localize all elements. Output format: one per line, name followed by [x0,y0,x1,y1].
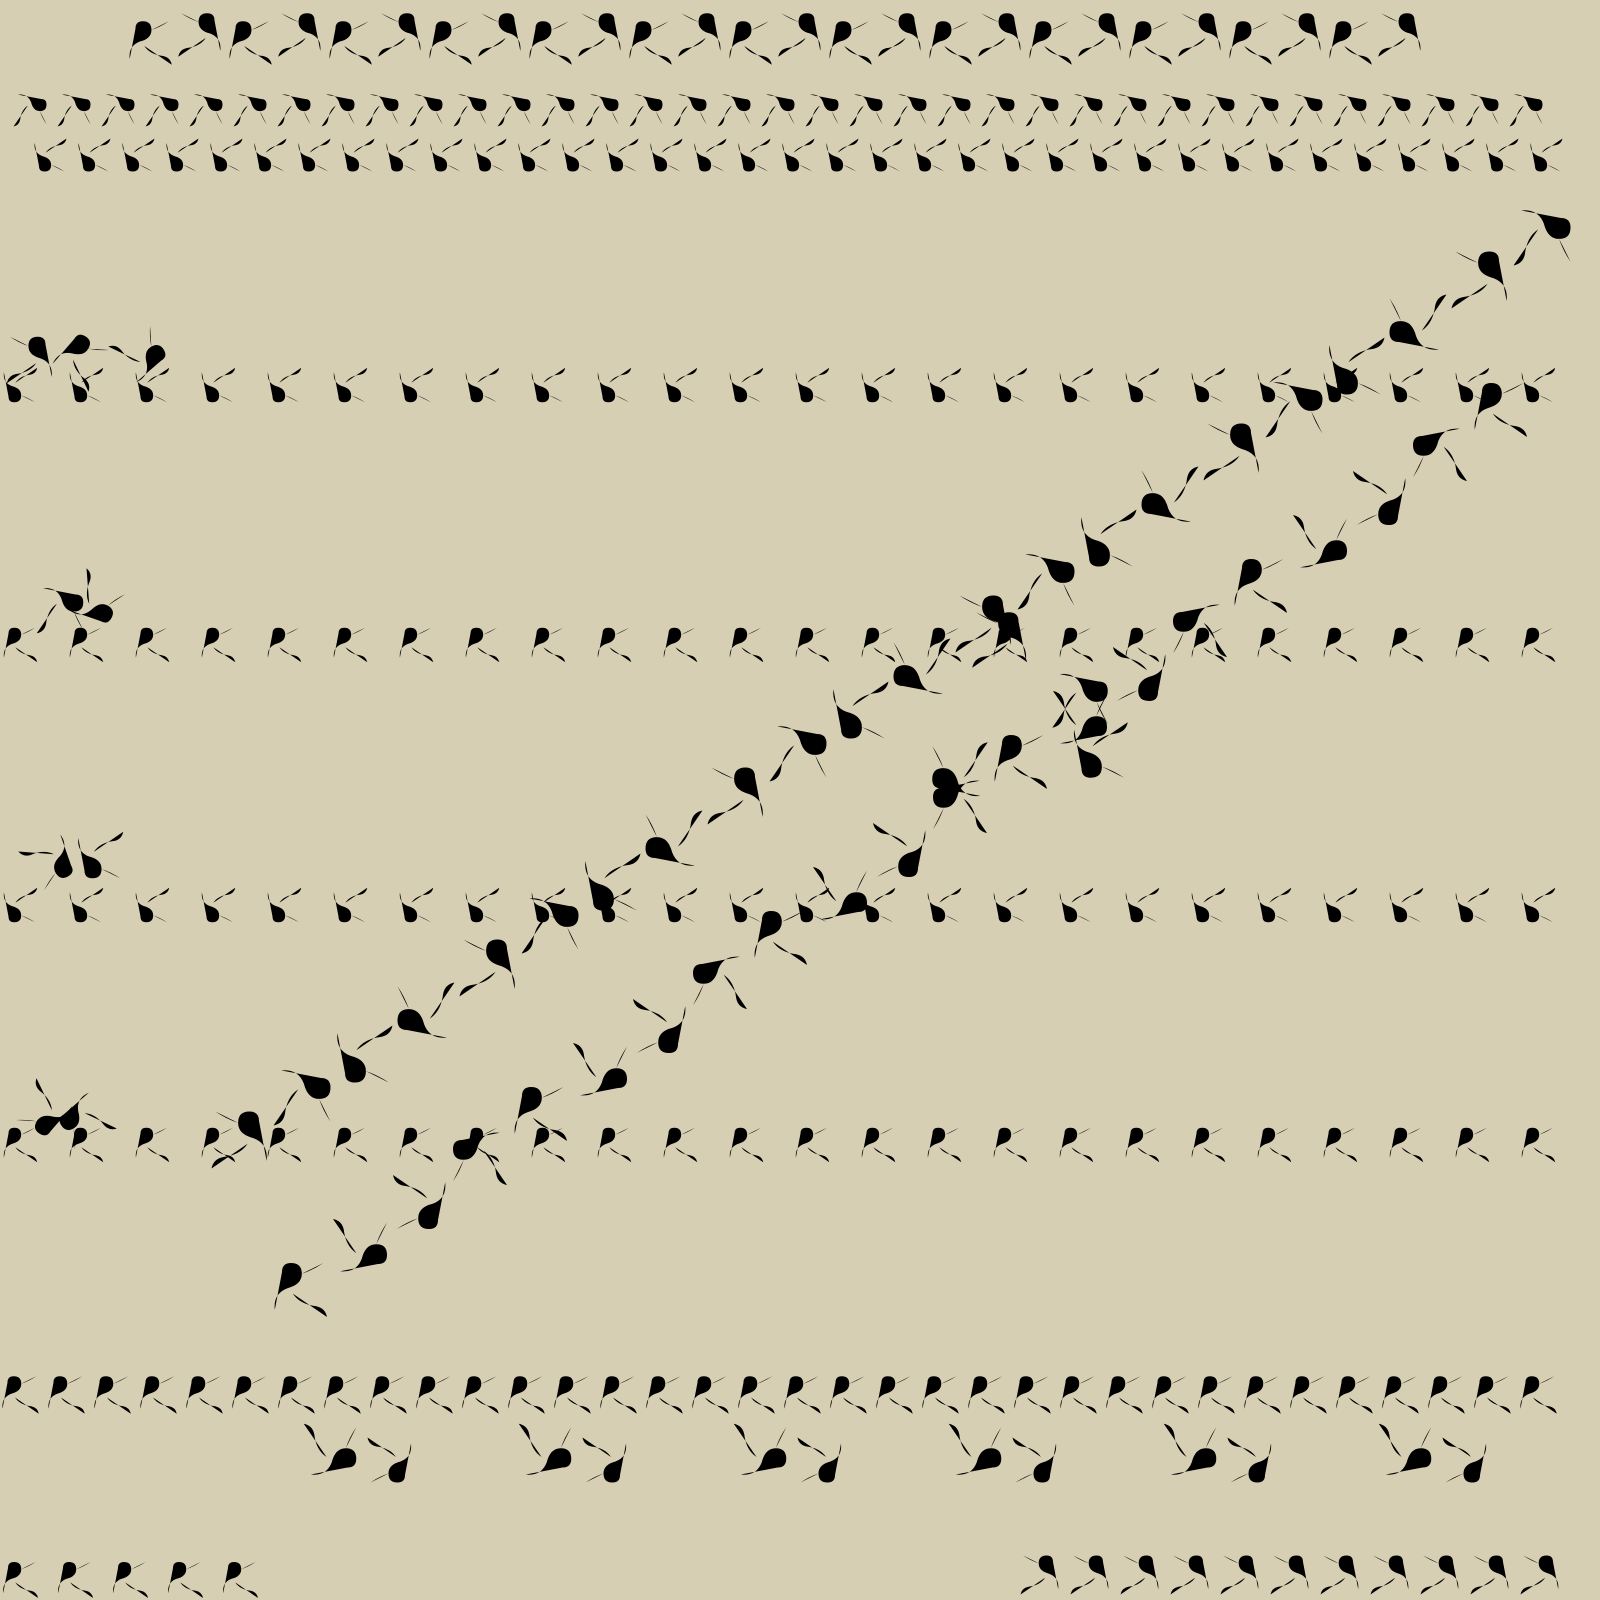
pattern-canvas [0,0,1600,1600]
background-fill [0,0,1600,1600]
